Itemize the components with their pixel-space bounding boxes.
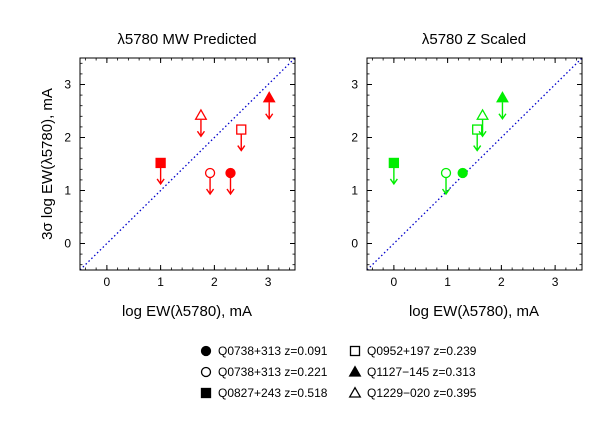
left-data-point-open-circle: [204, 167, 216, 179]
legend-item-label: Q0738+313 z=0.091: [218, 344, 328, 358]
legend-item: Q0827+243 z=0.518: [200, 386, 328, 400]
right-data-layer: [388, 91, 509, 196]
legend-item: Q0738+313 z=0.091: [200, 344, 328, 358]
legend-open-square-icon: [349, 345, 361, 357]
legend-item: Q0952+197 z=0.239: [349, 344, 477, 358]
left-x-axis-label: log EW(λ5780), mA: [122, 303, 252, 320]
right-upper-limit-arrow-head: [441, 188, 451, 196]
left-plot-frame: [79, 57, 296, 271]
left-data-point-open-square: [236, 124, 247, 135]
legend-open-triangle-icon: [348, 386, 362, 398]
legend-filled-square-icon: [200, 387, 212, 399]
right-plot-frame: [366, 57, 583, 271]
right-upper-limit-arrow-head: [478, 130, 487, 138]
right-data-point-filled-triangle: [496, 91, 509, 103]
right-upper-limit-arrow-head: [473, 145, 482, 152]
left-y-tick-label: 2: [64, 131, 71, 145]
right-y-tick-label: 3: [351, 78, 358, 92]
legend-item: Q1229−020 z=0.395: [348, 386, 477, 400]
right-reference-line-layer: [367, 58, 582, 270]
right-data-point-open-square: [472, 124, 483, 135]
legend-item: Q0738+313 z=0.221: [200, 365, 328, 379]
right-y-tick-label: 1: [351, 184, 358, 198]
right-upper-limit-arrow-head: [389, 178, 398, 186]
right-data-point-open-circle: [440, 167, 452, 179]
right-x-axis-label: log EW(λ5780), mA: [409, 303, 539, 320]
left-data-point-filled-triangle: [262, 91, 276, 103]
right-data-point-filled-square: [388, 157, 400, 169]
right-data-point-open-triangle: [476, 108, 489, 120]
legend-item-label: Q0952+197 z=0.239: [367, 344, 477, 358]
left-y-tick-label: 3: [64, 78, 71, 92]
right-chart-panel: λ5780 Z Scaled 0 1 2 3 0 1 2 3 log EW(λ5780), m…: [351, 31, 583, 320]
left-chart-panel: λ5780 MW Predicted 0 1 2 3 0 1 2 3 log EW(λ5780…: [64, 31, 296, 320]
left-data-point-filled-circle: [225, 167, 236, 179]
left-upper-limit-arrow-head: [237, 145, 246, 152]
legend-item-label: Q1127−145 z=0.313: [367, 365, 476, 379]
left-reference-line-layer: [80, 58, 295, 270]
left-upper-limit-arrow-head: [206, 188, 215, 196]
right-y-tick-label: 0: [351, 237, 358, 251]
left-data-point-open-triangle: [194, 108, 208, 120]
right-x-tick-label: 3: [552, 275, 559, 289]
right-ticks-layer: 0 1 2 3 0 1 2 3: [351, 58, 582, 289]
left-y-tick-label: 1: [64, 184, 71, 198]
legend-filled-circle-icon: [200, 345, 212, 357]
left-upper-limit-arrow-head: [156, 178, 165, 186]
right-x-tick-label: 0: [391, 275, 398, 289]
left-ticks-layer: 0 1 2 3 0 1 2 3: [64, 58, 295, 289]
y-axis-label: 3σ log EW(λ5780), mA: [39, 88, 56, 240]
right-data-point-filled-circle: [457, 167, 468, 179]
legend-item-label: Q1229−020 z=0.395: [367, 386, 477, 400]
legend-filled-triangle-icon: [348, 365, 362, 377]
left-data-point-filled-square: [155, 157, 166, 169]
right-one-to-one-reference-line: [367, 58, 582, 270]
left-chart-title: λ5780 MW Predicted: [117, 31, 256, 48]
right-chart-title: λ5780 Z Scaled: [422, 31, 526, 48]
legend: Q0738+313 z=0.091 Q0738+313 z=0.221 Q0827+…: [200, 344, 477, 400]
legend-item: Q1127−145 z=0.313: [348, 365, 476, 379]
left-x-tick-label: 3: [265, 275, 272, 289]
left-x-tick-label: 1: [157, 275, 164, 289]
left-upper-limit-arrow-head: [226, 188, 235, 196]
legend-item-label: Q0738+313 z=0.221: [218, 365, 328, 379]
right-x-tick-label: 1: [444, 275, 451, 289]
left-upper-limit-arrow-head: [196, 130, 206, 138]
left-x-tick-label: 2: [211, 275, 218, 289]
right-y-tick-label: 2: [351, 131, 358, 145]
left-x-tick-label: 0: [104, 275, 111, 289]
legend-open-circle-icon: [200, 366, 212, 378]
right-upper-limit-arrow-head: [498, 113, 507, 120]
left-y-tick-label: 0: [64, 237, 71, 251]
left-upper-limit-arrow-head: [265, 113, 274, 120]
legend-item-label: Q0827+243 z=0.518: [218, 386, 328, 400]
left-one-to-one-reference-line: [80, 58, 295, 270]
right-x-tick-label: 2: [498, 275, 505, 289]
left-data-layer: [155, 91, 276, 196]
